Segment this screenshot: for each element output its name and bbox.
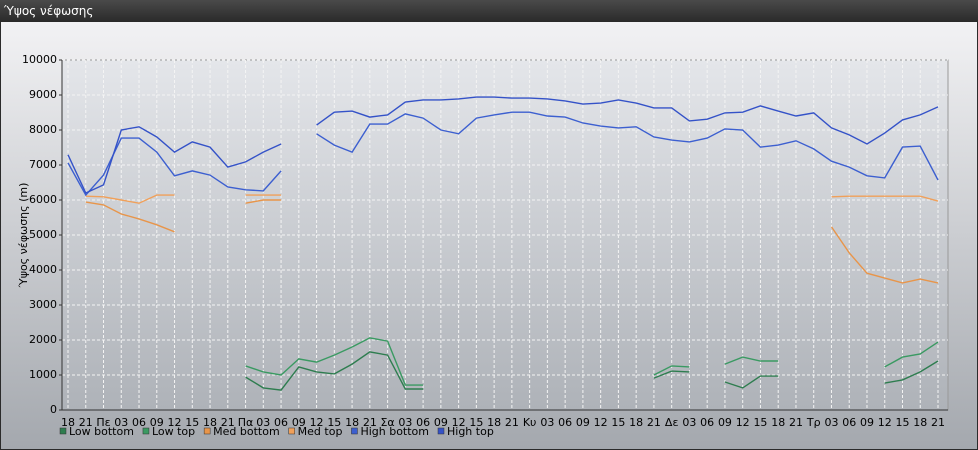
y-tick-label: 7000 (29, 158, 57, 171)
x-tick-label: 15 (611, 416, 625, 429)
x-tick-label: Πα (238, 416, 254, 429)
x-tick-label: 06 (416, 416, 430, 429)
x-tick-label: 06 (842, 416, 856, 429)
y-tick-label: 2000 (29, 333, 57, 346)
series-line (67, 96, 939, 194)
x-tick-label: 09 (292, 416, 306, 429)
legend-swatch (288, 427, 295, 435)
x-tick-label: 21 (505, 416, 519, 429)
x-tick-label: 18 (203, 416, 217, 429)
x-tick-label: 18 (61, 416, 75, 429)
x-tick-label: Σα (380, 416, 394, 429)
x-tick-label: 21 (363, 416, 377, 429)
x-tick-label: 06 (132, 416, 146, 429)
x-tick-label: 15 (753, 416, 767, 429)
x-tick-label: 12 (878, 416, 892, 429)
x-tick-label: 15 (469, 416, 483, 429)
x-tick-label: 15 (327, 416, 341, 429)
legend-swatch (203, 427, 211, 435)
x-tick-label: 21 (79, 416, 93, 429)
x-tick-label: 18 (913, 416, 927, 429)
x-tick-label: 12 (168, 416, 182, 429)
legend-swatch (59, 427, 67, 435)
chart: Ύψος νέφωσης (m) 0 1000 2000 3000 4000 5000 60… (1, 22, 977, 449)
x-tick-label: 21 (931, 416, 945, 429)
legend-swatch (142, 427, 150, 435)
x-tick-label: Τρ (806, 416, 821, 429)
y-tick-label: 1000 (29, 368, 57, 381)
x-tick-label: 21 (647, 416, 661, 429)
x-tick-label: 12 (736, 416, 750, 429)
legend-label: High bottom (360, 425, 429, 438)
series-line (67, 111, 939, 197)
y-tick-label: 4000 (29, 263, 57, 276)
window-title: Ύψος νέφωσης (0, 0, 978, 22)
x-tick-label: 12 (594, 416, 608, 429)
x-tick-label: 18 (629, 416, 643, 429)
x-tick-label: 06 (274, 416, 288, 429)
legend-label: Med bottom (213, 425, 280, 438)
y-tick-label: 3000 (29, 298, 57, 311)
x-tick-label: 03 (256, 416, 270, 429)
x-tick-label: 09 (718, 416, 732, 429)
legend-label: Med top (298, 425, 343, 438)
x-tick-label: 09 (576, 416, 590, 429)
x-tick-label: 03 (824, 416, 838, 429)
legend-swatch (351, 427, 358, 435)
x-tick-label: 06 (700, 416, 714, 429)
x-tick-label: 21 (789, 416, 803, 429)
x-tick-label: 12 (310, 416, 324, 429)
x-tick-label: 18 (345, 416, 359, 429)
x-tick-label: Πε (96, 416, 110, 429)
legend-label: Low top (152, 425, 195, 438)
x-tick-label: 09 (434, 416, 448, 429)
x-tick-label: 09 (150, 416, 164, 429)
y-axis-label: Ύψος νέφωσης (m) (17, 183, 30, 289)
x-tick-label: 18 (487, 416, 501, 429)
y-tick-label: 8000 (29, 123, 57, 136)
x-tick-label: 15 (895, 416, 909, 429)
x-tick-label: 12 (452, 416, 466, 429)
series-line (245, 351, 939, 391)
series-line (85, 199, 939, 284)
legend-swatch (437, 427, 445, 435)
x-tick-label: 03 (398, 416, 412, 429)
legend-label: High top (447, 425, 494, 438)
x-tick-label: 03 (540, 416, 554, 429)
x-tick-label: 21 (221, 416, 235, 429)
y-tick-label: 10000 (22, 53, 57, 66)
y-tick-label: 0 (50, 403, 57, 416)
series-line (245, 337, 939, 386)
x-tick-label: 03 (114, 416, 128, 429)
y-tick-label: 9000 (29, 88, 57, 101)
x-tick-label: 09 (860, 416, 874, 429)
x-tick-label: 15 (185, 416, 199, 429)
y-tick-label: 6000 (29, 193, 57, 206)
x-tick-label: Δε (665, 416, 679, 429)
x-tick-label: 06 (558, 416, 572, 429)
series-line (85, 194, 939, 204)
legend-label: Low bottom (69, 425, 134, 438)
x-tick-label: 18 (771, 416, 785, 429)
x-tick-label: 03 (682, 416, 696, 429)
x-tick-label: Κυ (523, 416, 537, 429)
y-tick-label: 5000 (29, 228, 57, 241)
